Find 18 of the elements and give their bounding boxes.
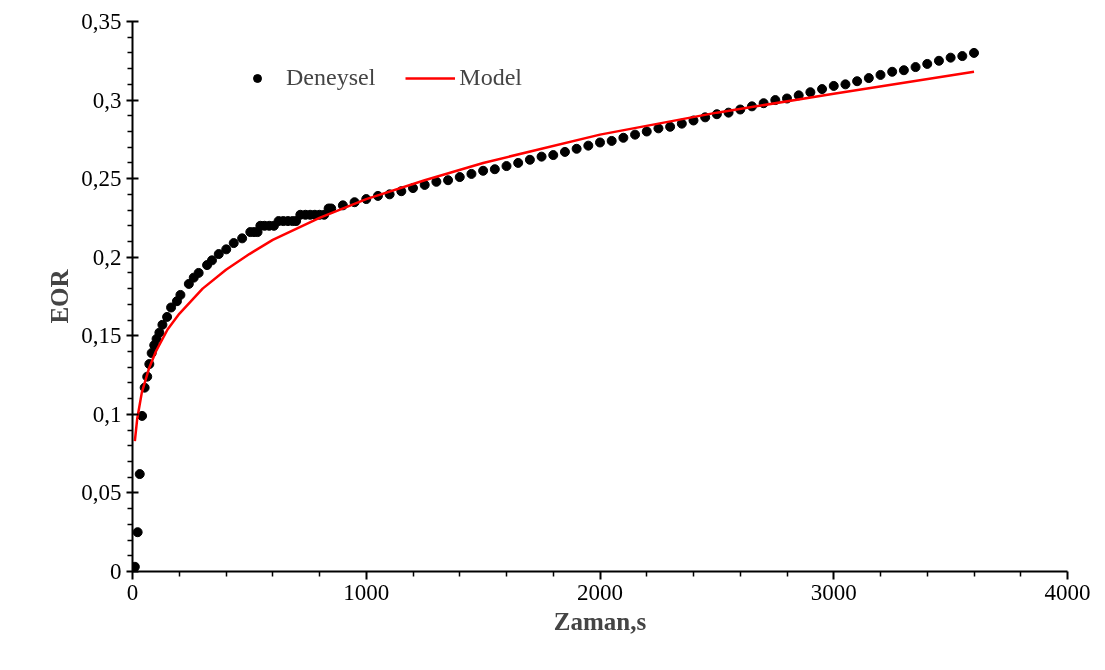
x-tick-label: 4000 <box>1044 579 1091 605</box>
x-tick-label: 3000 <box>810 579 857 605</box>
x-axis-title: Zaman,s <box>553 607 647 635</box>
x-tick-label: 1000 <box>343 579 390 605</box>
x-tick-label: 2000 <box>577 579 623 605</box>
y-tick-label: 0,35 <box>81 9 122 34</box>
line-series <box>133 70 976 443</box>
legend-label: Deneysel <box>286 64 376 91</box>
x-tick-label: 0 <box>126 579 139 605</box>
y-tick-label: 0,1 <box>92 401 122 427</box>
y-tick-label: 0,05 <box>81 480 122 506</box>
legend-label: Model <box>459 64 522 91</box>
y-axis-title: EOR <box>46 268 74 324</box>
y-tick-label: 0,2 <box>92 244 122 270</box>
y-tick-label: 0,3 <box>92 87 122 113</box>
y-tick-label: 0,25 <box>81 166 122 192</box>
y-tick-label: 0,15 <box>81 323 122 349</box>
y-tick-label: 0 <box>110 559 122 584</box>
